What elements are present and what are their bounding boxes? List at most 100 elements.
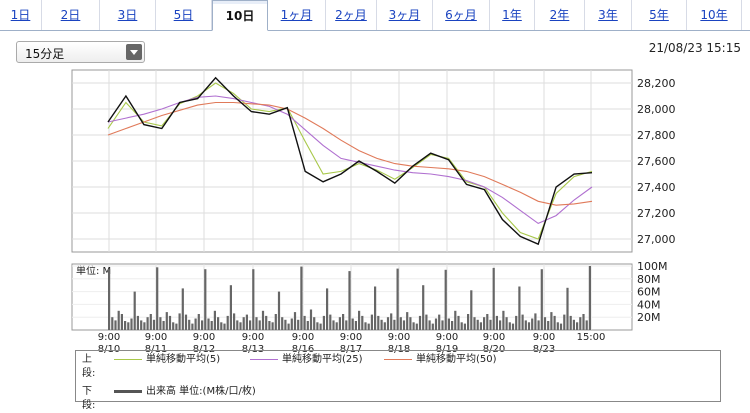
volume-bar-44 (249, 320, 252, 330)
volume-bar-9 (136, 315, 139, 330)
volume-bar-141 (559, 323, 563, 330)
volume-bar-127 (515, 315, 518, 330)
tab-7[interactable]: 3ヶ月 (377, 0, 433, 30)
series-line-3 (107, 76, 593, 246)
volume-bar-113 (470, 290, 473, 330)
volume-bar-18 (165, 312, 168, 330)
volume-bar-37 (226, 315, 229, 330)
volume-bar-84 (377, 315, 380, 330)
tab-6[interactable]: 2ヶ月 (326, 0, 377, 30)
tab-12[interactable]: 5年 (632, 0, 687, 30)
legend-swatch-ma5 (114, 358, 142, 360)
volume-bar-55 (284, 319, 287, 330)
volume-bar-135 (540, 269, 543, 330)
volume-bar-138 (550, 312, 553, 330)
x-label-1: 9:00 8/11 (145, 332, 167, 355)
volume-bar-145 (572, 319, 575, 330)
volume-bar-117 (483, 317, 486, 330)
volume-bar-148 (582, 314, 585, 330)
volume-bar-59 (297, 319, 300, 330)
volume-bar-70 (332, 320, 335, 330)
volume-bar-24 (184, 314, 188, 330)
volume-bar-73 (342, 314, 345, 330)
volume-bar-23 (181, 288, 184, 330)
interval-select[interactable]: 15分足 (16, 41, 145, 63)
volume-bar-10 (140, 320, 143, 330)
volume-bar-17 (162, 321, 165, 330)
tab-8[interactable]: 6ヶ月 (433, 0, 490, 30)
volume-bar-90 (396, 268, 399, 330)
volume-bar-28 (197, 314, 200, 330)
legend: 上段: 単純移動平均(5) 単純移動平均(25) 単純移動平均(50) 下段: … (75, 350, 721, 411)
volume-bar-103 (438, 314, 441, 330)
tab-2[interactable]: 3日 (100, 0, 156, 30)
volume-bar-46 (255, 317, 258, 330)
volume-bar-114 (473, 317, 476, 330)
volume-bar-11 (143, 322, 146, 330)
legend-swatch-ma25 (250, 358, 278, 360)
legend-upper-label: 上段: (82, 354, 96, 379)
volume-bar-101 (431, 323, 434, 330)
volume-bar-136 (543, 317, 547, 330)
volume-bar-131 (527, 322, 531, 330)
volume-bar-102 (434, 318, 438, 330)
volume-bar-109 (457, 315, 460, 330)
volume-bar-30 (204, 269, 207, 330)
tab-13[interactable]: 10年 (687, 0, 742, 30)
volume-bar-122 (499, 320, 502, 330)
volume-bar-86 (383, 322, 386, 330)
volume-bar-52 (274, 314, 277, 330)
volume-bar-19 (168, 315, 172, 330)
volume-bar-96 (415, 323, 418, 330)
volume-ytick-1: 80M (637, 273, 661, 286)
volume-bar-29 (201, 320, 204, 330)
volume-bar-68 (326, 288, 329, 330)
legend-label-ma50: 単純移動平均(50) (416, 354, 497, 365)
legend-item-ma50: 単純移動平均(50) (384, 353, 497, 367)
volume-bar-0 (108, 269, 111, 330)
volume-bar-112 (467, 314, 470, 330)
volume-bar-123 (502, 310, 505, 330)
volume-bar-61 (303, 315, 306, 330)
legend-label-ma5: 単純移動平均(5) (146, 354, 221, 365)
price-ytick-0: 27,000 (637, 233, 676, 246)
tab-0[interactable]: 1日 (0, 0, 42, 30)
volume-bar-22 (178, 313, 181, 330)
volume-bar-40 (236, 320, 239, 330)
volume-bar-32 (210, 321, 213, 330)
volume-bar-116 (479, 322, 482, 330)
volume-bar-31 (207, 318, 210, 330)
price-ytick-2: 27,400 (637, 181, 676, 194)
volume-bar-95 (412, 322, 415, 330)
volume-bar-35 (220, 322, 223, 330)
volume-bar-144 (569, 315, 572, 330)
volume-bar-134 (537, 320, 540, 330)
tab-4[interactable]: 10日 (212, 0, 268, 31)
volume-bar-43 (245, 314, 248, 330)
tab-1[interactable]: 2日 (42, 0, 100, 30)
volume-bar-36 (223, 323, 226, 330)
volume-bar-91 (399, 317, 402, 330)
volume-bar-3 (117, 310, 120, 330)
volume-bar-93 (406, 312, 409, 330)
tab-9[interactable]: 1年 (490, 0, 535, 30)
x-label-3: 9:00 8/13 (242, 332, 264, 355)
volume-bar-2 (114, 320, 117, 330)
volume-bar-118 (486, 314, 489, 330)
volume-bar-14 (152, 319, 156, 330)
chevron-down-icon[interactable] (126, 44, 142, 60)
tab-11[interactable]: 3年 (585, 0, 632, 30)
volume-bar-13 (149, 314, 152, 330)
volume-ytick-3: 40M (637, 298, 661, 311)
tab-3[interactable]: 5日 (156, 0, 212, 30)
volume-bar-115 (476, 319, 479, 330)
volume-bar-147 (579, 317, 582, 330)
volume-bar-130 (524, 320, 527, 330)
tab-10[interactable]: 2年 (535, 0, 585, 30)
volume-bar-42 (242, 317, 245, 330)
tab-5[interactable]: 1ヶ月 (268, 0, 326, 30)
volume-ytick-4: 20M (637, 311, 661, 324)
legend-swatch-volume (114, 389, 142, 393)
volume-bar-128 (518, 286, 521, 330)
legend-label-ma25: 単純移動平均(25) (282, 354, 363, 365)
